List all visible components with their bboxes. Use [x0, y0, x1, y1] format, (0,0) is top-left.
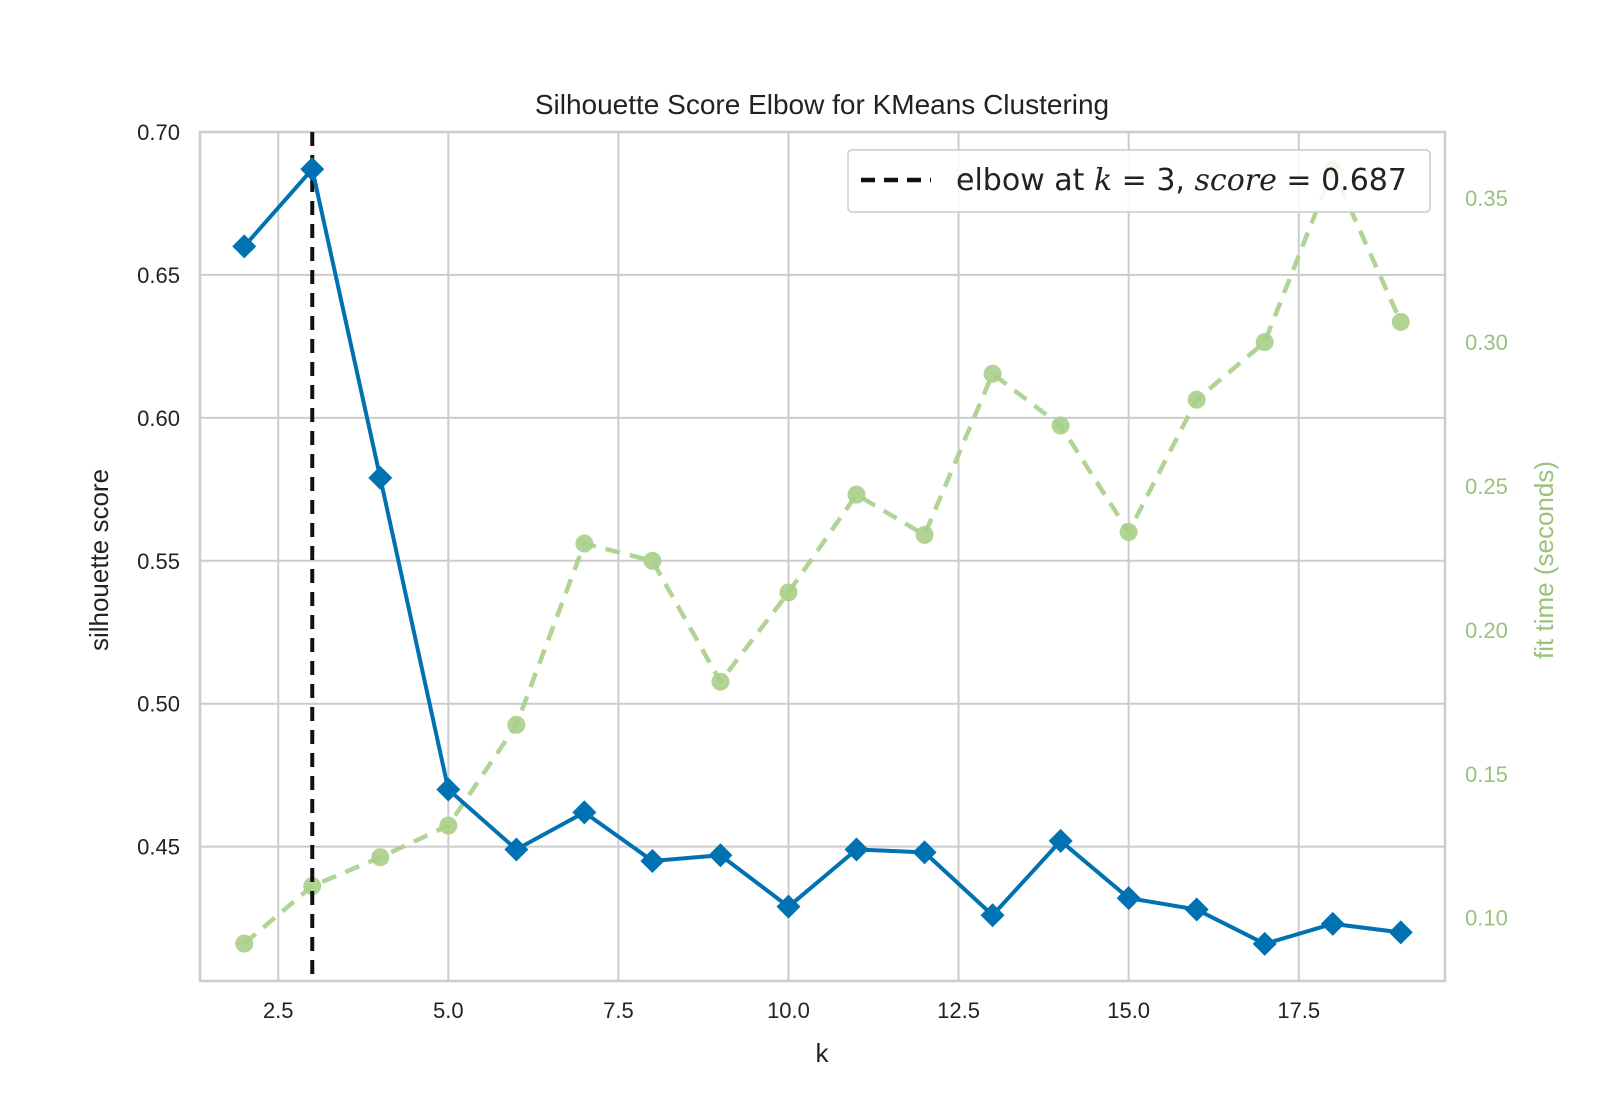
y-tick-label: 0.45 — [137, 835, 180, 860]
silhouette-point — [1252, 931, 1277, 956]
legend-score: score — [1195, 163, 1277, 198]
fit-time-point — [1119, 523, 1138, 542]
silhouette-point — [640, 848, 665, 873]
legend-prefix: elbow at — [956, 163, 1094, 198]
fit-time-point — [439, 816, 458, 835]
legend-k: k — [1094, 163, 1112, 198]
silhouette-point — [572, 800, 597, 825]
y2-tick-label: 0.30 — [1465, 330, 1508, 355]
chart-title: Silhouette Score Elbow for KMeans Cluste… — [535, 89, 1109, 120]
y-tick-label: 0.60 — [137, 406, 180, 431]
silhouette-point — [300, 157, 325, 182]
x-tick-label: 15.0 — [1107, 998, 1150, 1023]
x-tick-label: 2.5 — [263, 998, 294, 1023]
legend: elbow at k = 3, score = 0.687 — [847, 149, 1431, 213]
y2-tick-label: 0.10 — [1465, 906, 1508, 931]
fit-time-point — [1187, 390, 1206, 409]
x-tick-label: 17.5 — [1277, 998, 1320, 1023]
legend-box — [847, 149, 1431, 213]
fit-time-point — [1255, 333, 1274, 352]
silhouette-point — [436, 777, 461, 802]
fit-time-point — [643, 551, 662, 570]
silhouette-point — [504, 837, 529, 862]
silhouette-point — [1048, 828, 1073, 853]
x-tick-label: 12.5 — [937, 998, 980, 1023]
y2-tick-label: 0.20 — [1465, 618, 1508, 643]
fit-time-point — [235, 934, 254, 953]
legend-score-value: = 0.687 — [1277, 163, 1407, 198]
series-layer — [232, 132, 1413, 981]
fit-time-point — [1391, 312, 1410, 331]
x-axis-title: k — [816, 1038, 830, 1068]
silhouette-point — [232, 234, 257, 259]
y2-tick-label: 0.15 — [1465, 762, 1508, 787]
fit-time-point — [915, 525, 934, 544]
y-tick-label: 0.50 — [137, 692, 180, 717]
silhouette-point — [912, 840, 937, 865]
fit-time-point — [847, 485, 866, 504]
legend-label: elbow at k = 3, score = 0.687 — [956, 163, 1407, 198]
fit-time-point — [507, 715, 526, 734]
plot-frame — [198, 130, 1447, 983]
x-tick-label: 5.0 — [433, 998, 464, 1023]
y2-axis-title: fit time (seconds) — [1529, 461, 1559, 659]
silhouette-point — [1116, 886, 1141, 911]
fit-time-point — [575, 534, 594, 553]
silhouette-point — [980, 903, 1005, 928]
silhouette-point — [1184, 897, 1209, 922]
fit-time-point — [983, 364, 1002, 383]
fit-time-line — [242, 163, 1403, 946]
x-tick-label: 10.0 — [767, 998, 810, 1023]
silhouette-line — [242, 164, 1402, 946]
silhouette-point — [708, 843, 733, 868]
silhouette-point — [368, 465, 393, 490]
silhouette-point — [1388, 920, 1413, 945]
x-tick-label: 7.5 — [603, 998, 634, 1023]
silhouette-point — [844, 837, 869, 862]
silhouette-point — [1320, 911, 1345, 936]
fit-time-point — [1051, 416, 1070, 435]
y-tick-label: 0.55 — [137, 549, 180, 574]
y-axis-title: silhouette score — [84, 469, 114, 651]
axis-layer: 2.5 5.0 7.5 10.0 12.5 15.0 17.5 0.45 0.50 0.55 0.6… — [137, 120, 1508, 1023]
y2-tick-label: 0.35 — [1465, 186, 1508, 211]
fit-time-point — [371, 848, 390, 867]
silhouette-point — [776, 894, 801, 919]
fit-time-point — [711, 672, 730, 691]
y-tick-label: 0.65 — [137, 263, 180, 288]
y2-tick-label: 0.25 — [1465, 474, 1508, 499]
y-tick-label: 0.70 — [137, 120, 180, 145]
fit-time-point — [303, 877, 322, 896]
fit-time-point — [779, 583, 798, 602]
legend-k-value: = 3, — [1112, 163, 1194, 198]
